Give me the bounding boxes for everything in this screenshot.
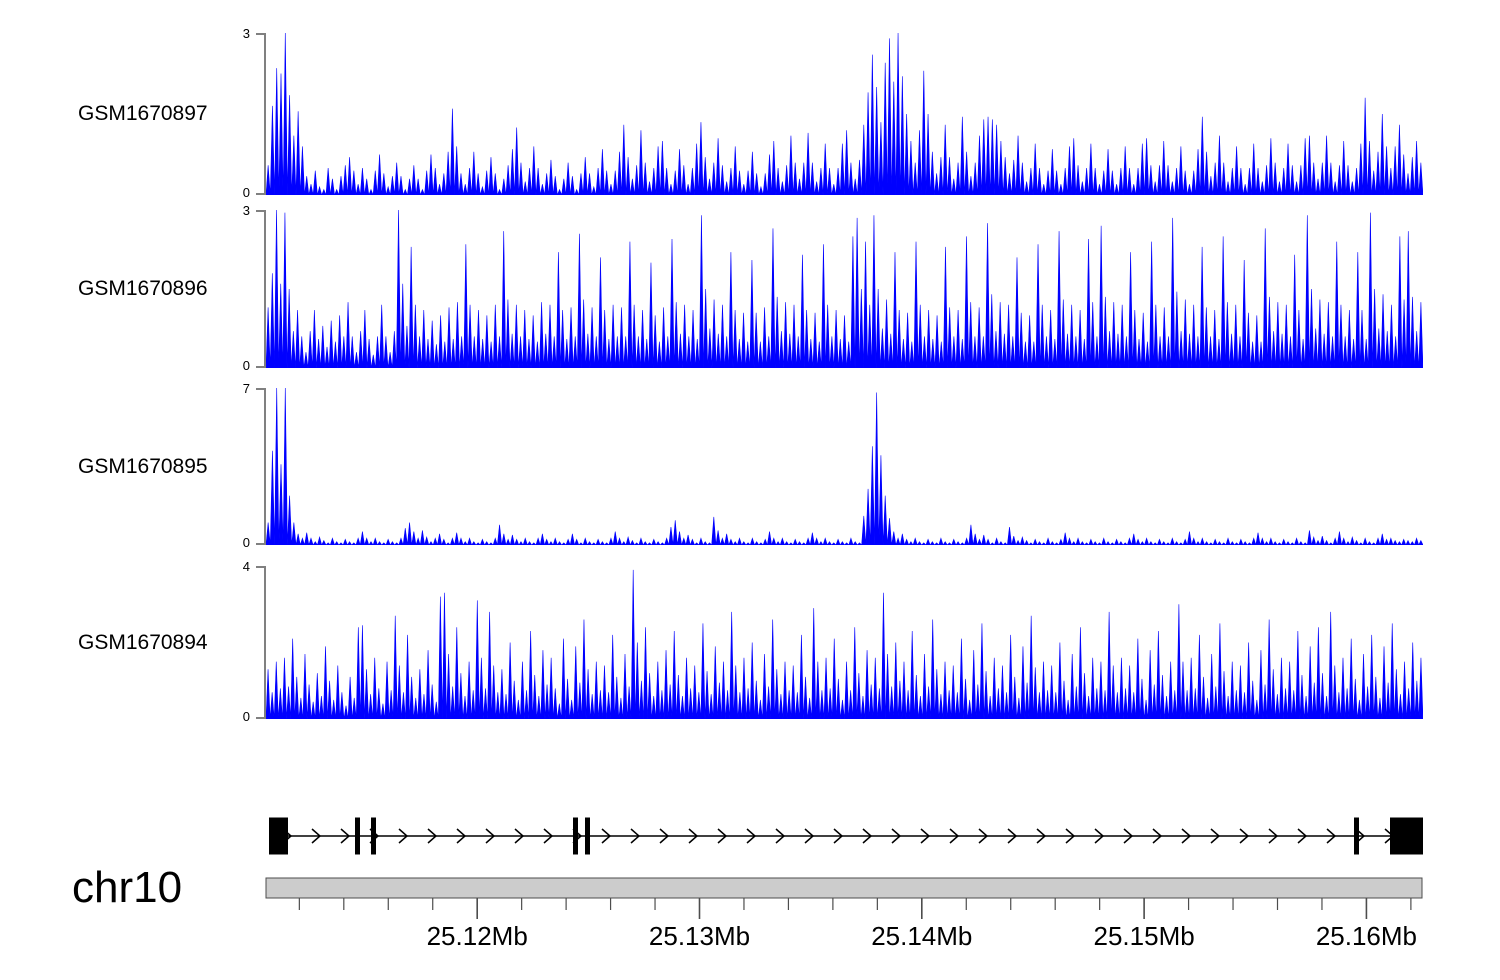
exon-bar[interactable]	[355, 817, 360, 855]
coverage-plot-area[interactable]	[266, 33, 1423, 195]
strand-arrow-icon	[920, 828, 931, 844]
gene-model-track[interactable]	[0, 805, 1500, 867]
ruler-label: 25.14Mb	[871, 921, 972, 951]
strand-arrow-icon	[978, 828, 989, 844]
y-axis-min-label: 0	[242, 358, 250, 373]
strand-arrow-icon	[717, 828, 728, 844]
y-axis-max-label: 3	[242, 203, 250, 218]
strand-arrow-icon	[688, 828, 699, 844]
y-axis-tick-max	[256, 210, 266, 212]
strand-arrow-icon	[514, 828, 525, 844]
exon-bar[interactable]	[1354, 817, 1359, 855]
coverage-plot-area[interactable]	[266, 566, 1423, 719]
strand-arrow-icon	[1065, 828, 1076, 844]
coverage-track-gsm1670894[interactable]: GSM1670894 4 0	[0, 560, 1500, 723]
ruler-label: 25.13Mb	[649, 921, 750, 951]
coverage-plot-area[interactable]	[266, 210, 1423, 368]
y-axis-tick-min	[256, 717, 266, 719]
strand-arrow-icon	[456, 828, 467, 844]
ruler-label: 25.16Mb	[1316, 921, 1417, 951]
y-axis-min-label: 0	[242, 535, 250, 550]
strand-arrow-icon	[340, 828, 351, 844]
y-axis-max-label: 4	[242, 559, 250, 574]
strand-arrow-icon	[543, 828, 554, 844]
strand-arrow-icon	[601, 828, 612, 844]
y-axis-tick-max	[256, 566, 266, 568]
genomic-ruler[interactable]: 25.12Mb 25.13Mb 25.14Mb 25.15Mb 25.16Mb	[0, 872, 1500, 972]
strand-arrow-icon	[1239, 828, 1250, 844]
exon-bar[interactable]	[585, 817, 590, 855]
ruler-label: 25.12Mb	[427, 921, 528, 951]
y-axis-line	[256, 566, 266, 719]
y-axis-tick-min	[256, 193, 266, 195]
exon-bar[interactable]	[371, 817, 376, 855]
strand-arrow-icon	[1268, 828, 1279, 844]
coverage-track-gsm1670896[interactable]: GSM1670896 3 0	[0, 204, 1500, 372]
track-label: GSM1670894	[78, 630, 208, 654]
strand-arrow-icon	[804, 828, 815, 844]
strand-arrow-icon	[746, 828, 757, 844]
strand-arrow-icon	[1123, 828, 1134, 844]
strand-arrow-icon	[1152, 828, 1163, 844]
strand-arrow-icon	[1094, 828, 1105, 844]
track-label: GSM1670895	[78, 454, 208, 478]
coverage-track-gsm1670897[interactable]: GSM1670897 3 0	[0, 27, 1500, 199]
ruler-label: 25.15Mb	[1094, 921, 1195, 951]
y-axis-line	[256, 210, 266, 368]
strand-arrow-icon	[398, 828, 409, 844]
y-axis-max-label: 7	[242, 381, 250, 396]
strand-arrow-icon	[862, 828, 873, 844]
track-label: GSM1670897	[78, 102, 208, 125]
strand-arrow-icon	[833, 828, 844, 844]
strand-arrow-icon	[427, 828, 438, 844]
exon-block[interactable]	[1390, 817, 1423, 855]
y-axis-min-label: 0	[242, 709, 250, 724]
exon-bar[interactable]	[573, 817, 578, 855]
coverage-plot-area[interactable]	[266, 388, 1423, 545]
coverage-track-gsm1670895[interactable]: GSM1670895 7 0	[0, 382, 1500, 549]
exon-block[interactable]	[269, 817, 288, 855]
y-axis-line	[256, 33, 266, 195]
y-axis-tick-max	[256, 388, 266, 390]
strand-arrow-icon	[891, 828, 902, 844]
strand-arrow-icon	[1297, 828, 1308, 844]
strand-arrow-icon	[1181, 828, 1192, 844]
y-axis-tick-min	[256, 543, 266, 545]
strand-arrow-icon	[775, 828, 786, 844]
ruler-bar[interactable]	[265, 877, 1423, 899]
strand-arrow-icon	[1210, 828, 1221, 844]
strand-arrow-icon	[659, 828, 670, 844]
y-axis-tick-max	[256, 33, 266, 35]
strand-arrow-icon	[1007, 828, 1018, 844]
y-axis-line	[256, 388, 266, 545]
strand-arrow-icon	[1036, 828, 1047, 844]
y-axis-tick-min	[256, 366, 266, 368]
track-label: GSM1670896	[78, 277, 208, 300]
strand-arrow-icon	[1326, 828, 1337, 844]
strand-arrow-icon	[949, 828, 960, 844]
y-axis-max-label: 3	[242, 26, 250, 41]
strand-arrow-icon	[485, 828, 496, 844]
y-axis-min-label: 0	[242, 185, 250, 200]
chromosome-label: chr10	[72, 863, 183, 912]
strand-arrow-icon	[630, 828, 641, 844]
strand-arrow-icon	[311, 828, 322, 844]
